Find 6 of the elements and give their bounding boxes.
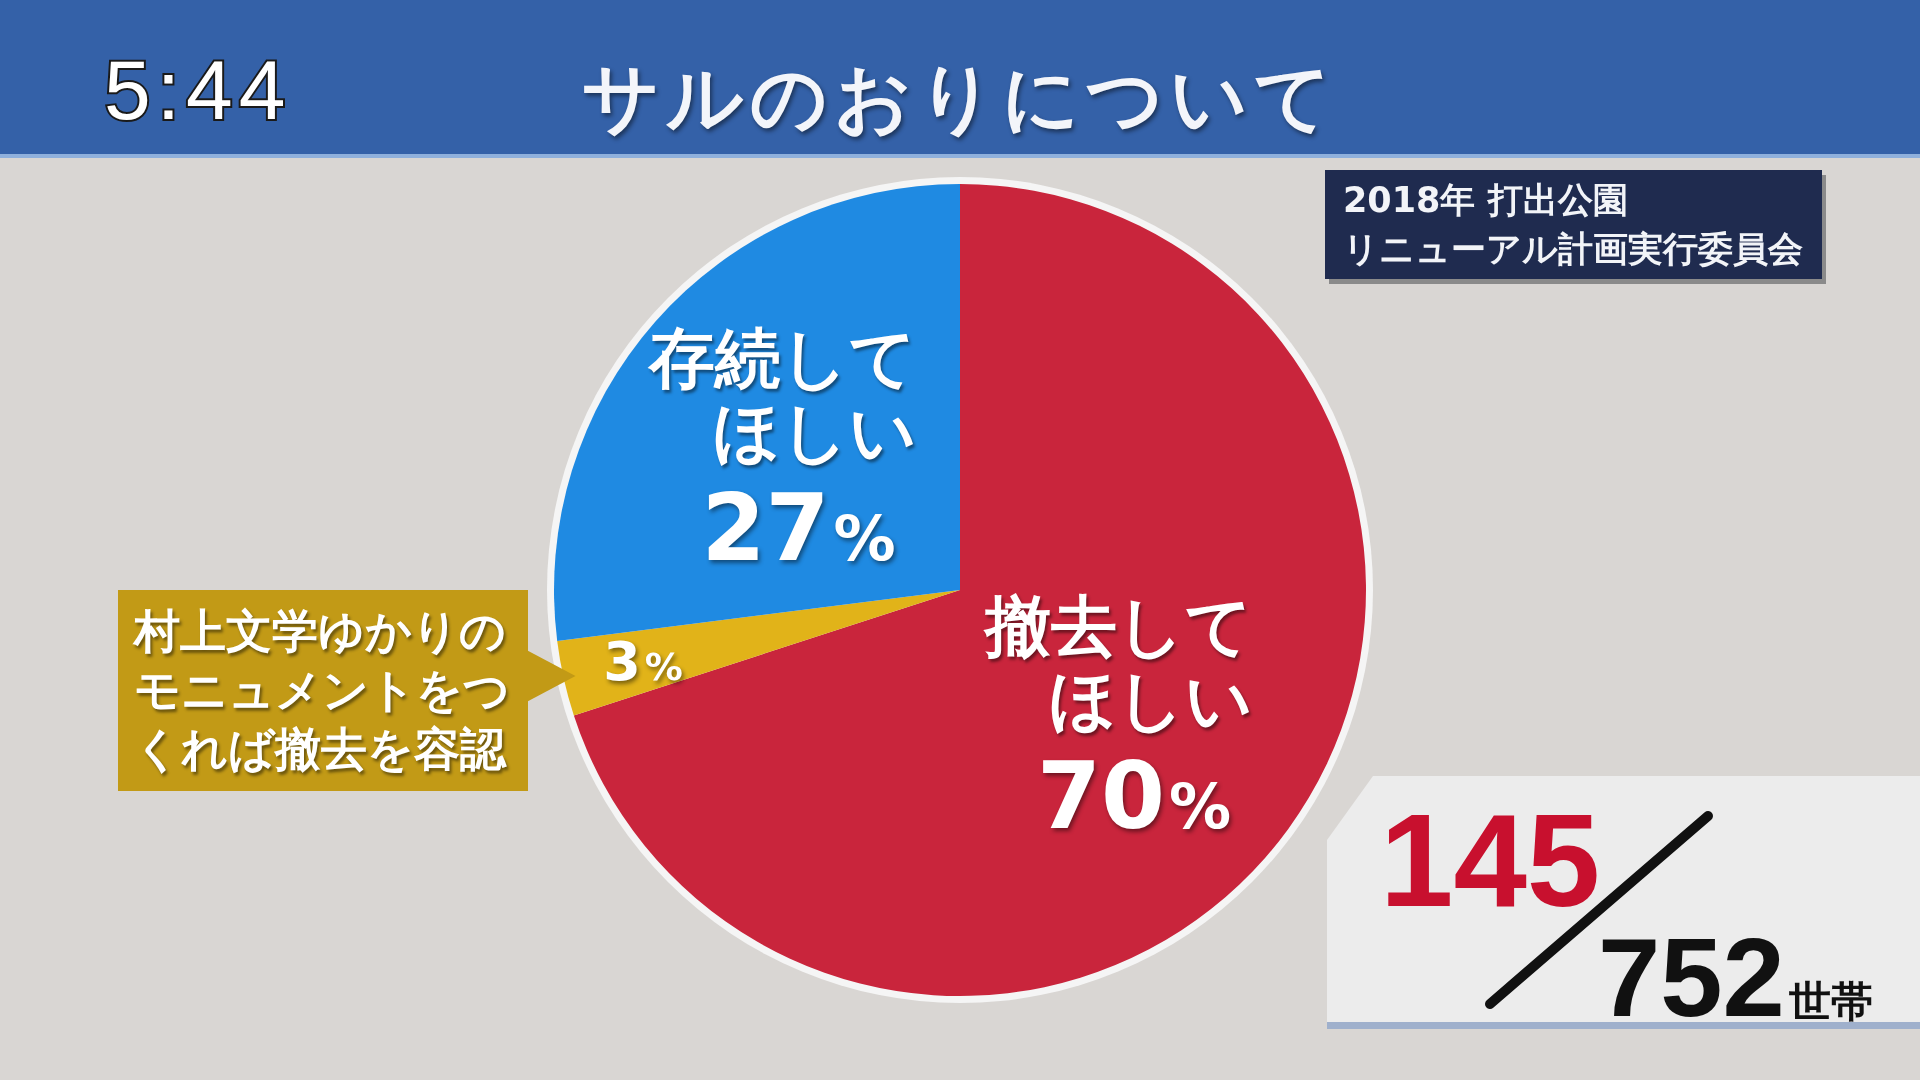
annotation: 145 [1380, 787, 1601, 934]
annotation: 752世帯 [1598, 915, 1873, 1040]
annotation: 2018年 打出公園 [1343, 180, 1628, 220]
title: サルのおりについて [582, 53, 1338, 142]
annotation: 5:44 [104, 43, 292, 137]
annotation: リニューアル計画実行委員会 [1343, 229, 1803, 269]
